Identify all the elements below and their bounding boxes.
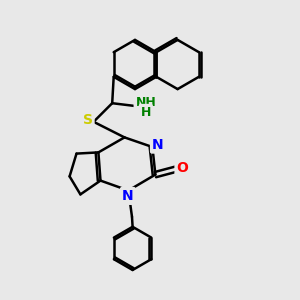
Text: H: H (141, 106, 151, 119)
Text: S: S (82, 113, 93, 127)
Text: NH: NH (135, 96, 156, 109)
Text: O: O (176, 161, 188, 175)
Text: N: N (152, 138, 164, 152)
Text: N: N (122, 189, 134, 203)
